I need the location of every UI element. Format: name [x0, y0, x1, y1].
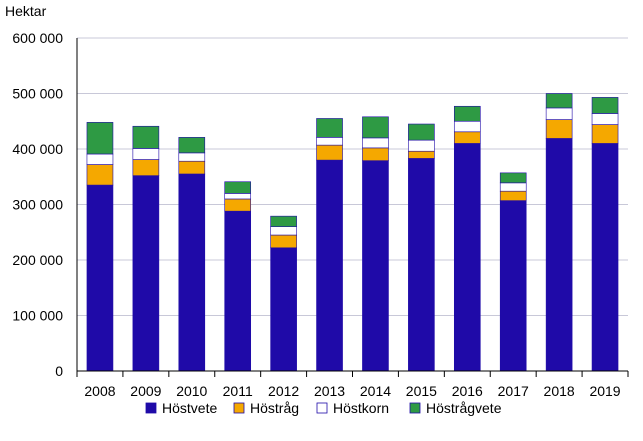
bar-segment [224, 210, 252, 372]
bar-segment [408, 123, 435, 141]
x-tick-label: 2017 [498, 383, 529, 399]
bar-segment [545, 119, 573, 139]
bar-segment [224, 181, 252, 194]
bar-segment [499, 182, 527, 192]
bar-segment [499, 200, 527, 372]
bar-segment [453, 143, 481, 372]
gridlines [77, 37, 628, 316]
y-tick-label: 0 [55, 363, 63, 379]
bar-segment [362, 147, 389, 161]
bar-segment [453, 131, 481, 144]
bar-segment [86, 184, 114, 372]
bar-segment [270, 247, 297, 372]
legend-label: Höstkorn [333, 400, 389, 416]
bar-segment [132, 148, 160, 160]
legend-label: Höstvete [162, 400, 217, 416]
x-tick-label: 2018 [544, 383, 575, 399]
bar-segment [545, 138, 573, 372]
bar-segment [408, 150, 435, 159]
x-tick-label: 2013 [314, 383, 345, 399]
x-tick-label: 2016 [452, 383, 483, 399]
legend-swatch [233, 402, 245, 414]
x-tick-label: 2015 [406, 383, 437, 399]
bar-segment [453, 105, 481, 122]
legend-swatch [316, 402, 328, 414]
x-tick-label: 2019 [589, 383, 620, 399]
y-axis-label: Hektar [5, 3, 47, 19]
bar-segment [270, 234, 297, 249]
bar-segment [132, 125, 160, 149]
bar-segment [132, 159, 160, 176]
bar-segment [316, 144, 343, 161]
bar-segment [316, 118, 343, 138]
bars [86, 93, 619, 372]
bar-segment [362, 116, 389, 139]
bar-segment [499, 190, 527, 201]
x-tick-label: 2012 [268, 383, 299, 399]
bar-segment [453, 120, 481, 133]
bar-segment [270, 215, 297, 227]
bar-segment [86, 164, 114, 186]
bar-segment [178, 152, 206, 162]
x-tick-labels: 2008 2009 2010 2011 2012 2013 2014 2015 2016 2017… [84, 383, 620, 399]
legend-swatch [145, 402, 157, 414]
axes [76, 38, 629, 377]
bar-segment [316, 137, 343, 146]
legend-label: Höstråg [250, 400, 299, 416]
bar-segment [408, 158, 435, 372]
y-tick-label: 400 000 [12, 141, 63, 157]
x-tick-label: 2010 [176, 383, 207, 399]
legend: Höstvete Höstråg Höstkorn Höstrågvete [145, 400, 502, 416]
bar-segment [86, 122, 114, 155]
bar-segment [270, 226, 297, 236]
bar-segment [178, 173, 206, 372]
bar-segment [545, 93, 573, 109]
y-tick-labels: 0 100 000 200 000 300 000 400 000 500 000 600 … [12, 30, 63, 379]
y-tick-label: 600 000 [12, 30, 63, 46]
legend-label: Höstrågvete [426, 400, 502, 416]
bar-segment [86, 153, 114, 165]
bar-segment [408, 139, 435, 152]
bar-segment [224, 198, 252, 212]
bar-segment [499, 172, 527, 184]
bar-segment [178, 137, 206, 154]
x-tick-label: 2008 [84, 383, 115, 399]
y-tick-label: 500 000 [12, 86, 63, 102]
x-tick-label: 2009 [130, 383, 161, 399]
y-tick-label: 300 000 [12, 197, 63, 213]
legend-swatch [409, 402, 421, 414]
bar-segment [591, 143, 619, 372]
bar-segment [591, 124, 619, 144]
bar-segment [362, 137, 389, 149]
y-tick-label: 100 000 [12, 308, 63, 324]
bar-segment [591, 113, 619, 125]
y-tick-label: 200 000 [12, 252, 63, 268]
bar-segment [591, 97, 619, 114]
x-tick-label: 2014 [360, 383, 391, 399]
bar-segment [362, 160, 389, 372]
bar-segment [545, 107, 573, 120]
bar-segment [316, 159, 343, 372]
bar-segment [224, 193, 252, 200]
bar-segment [132, 175, 160, 372]
x-tick-label: 2011 [223, 383, 253, 399]
bar-segment [178, 160, 206, 175]
